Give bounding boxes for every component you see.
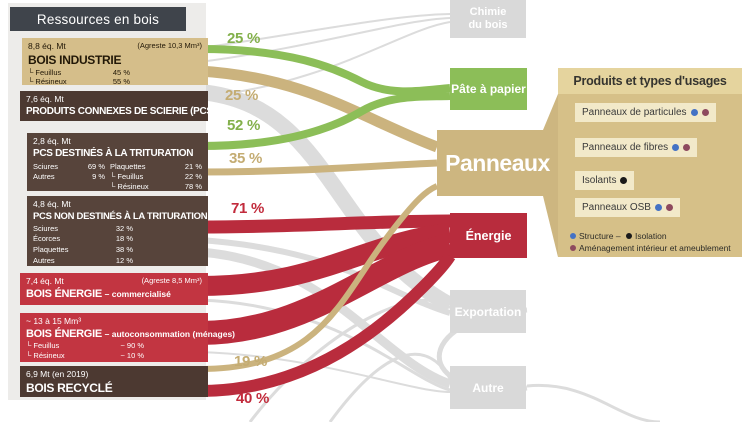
resources-panel: Ressources en bois 8,8 éq. Mt (Agreste 1…	[8, 3, 235, 400]
box-pcs-trituration: 2,8 éq. Mt PCS DESTINÉS À LA TRITURATION…	[27, 133, 208, 191]
detail-columns: Sciures 69 % Autres 9 % Plaquettes 21 % └ F…	[33, 162, 202, 191]
amenagement-dot-icon	[683, 144, 691, 151]
detail-row: └ Feuillus 22 %	[110, 171, 202, 181]
product-panneaux-fibres: Panneaux de fibres	[575, 138, 698, 157]
structure-dot-icon	[672, 144, 680, 151]
box-qty: 7,4 éq. Mt	[26, 276, 64, 286]
flow-pcs-trituration-panneaux	[199, 159, 438, 176]
flow-label-19: 19 %	[234, 353, 267, 370]
flow-gray-chimie-3	[199, 21, 451, 98]
box-bois-industrie: 8,8 éq. Mt (Agreste 10,3 Mm³) BOIS INDUS…	[22, 38, 208, 87]
flow-bois-energie-autoconsommation-energie	[199, 233, 453, 345]
legend-line-1: Structure – Isolation	[570, 230, 731, 242]
flow-bois-recycle-energie	[199, 252, 456, 397]
detail-row: Écorces 18 %	[33, 234, 133, 244]
box-qty: 8,8 éq. Mt	[28, 41, 66, 51]
box-qty: ~ 13 à 15 Mm³	[26, 316, 82, 326]
legend-line-2: Aménagement intérieur et ameublement	[570, 242, 731, 254]
detail-row: └ Résineux ~ 10 %	[26, 351, 144, 361]
flow-gray-loop-2	[328, 352, 454, 422]
amenagement-dot-icon	[570, 245, 576, 252]
detail-row: └ Résineux 55 %	[28, 77, 130, 87]
node-chimie-du-bois: Chimie du bois	[450, 0, 526, 38]
detail-row: Plaquettes 38 %	[33, 245, 133, 254]
box-title: BOIS RECYCLÉ	[26, 380, 113, 395]
products-panel: Produits et types d'usages Panneaux de p…	[558, 68, 742, 257]
box-note: (Agreste 10,3 Mm³)	[137, 41, 202, 50]
isolation-dot-icon	[620, 177, 628, 184]
products-panel-title: Produits et types d'usages	[558, 68, 742, 94]
box-qty: 4,8 éq. Mt	[33, 199, 71, 209]
detail-row: └ Résineux 78 %	[110, 181, 202, 191]
usage-legend: Structure – Isolation Aménagement intéri…	[570, 230, 731, 255]
box-title: PCS NON DESTINÉS À LA TRITURATION	[33, 210, 208, 222]
connector-bottom	[543, 196, 558, 257]
panneaux-panel-connectors	[543, 94, 558, 257]
node-pate-a-papier: Pâte à papier	[450, 68, 527, 110]
box-title: PCS DESTINÉS À LA TRITURATION	[33, 147, 194, 159]
isolation-dot-icon	[625, 233, 632, 239]
resources-panel-title: Ressources en bois	[10, 7, 186, 31]
amenagement-dot-icon	[701, 109, 709, 116]
detail-row: Sciures 32 %	[33, 223, 133, 233]
flow-gray-loop-1	[248, 298, 452, 422]
structure-dot-icon	[690, 109, 698, 116]
structure-dot-icon	[570, 233, 576, 239]
flow-label-35: 35 %	[229, 150, 262, 167]
box-title: PRODUITS CONNEXES DE SCIERIE (PCS)	[26, 105, 216, 117]
flows-tan	[199, 65, 439, 176]
detail-row: └ Feuillus ~ 90 %	[26, 341, 144, 351]
flow-pcs-non-trituration-energie	[199, 214, 451, 234]
flow-bois-recycle-panneaux	[199, 183, 439, 372]
flows-red	[199, 214, 456, 397]
flow-bois-industrie-pate	[199, 45, 451, 96]
box-qty: 7,6 éq. Mt	[26, 94, 64, 104]
flow-gray-right-1	[526, 383, 661, 422]
node-exportation: Exportation	[450, 290, 526, 333]
box-qty: 2,8 éq. Mt	[33, 136, 71, 146]
box-pcs-non-trituration: 4,8 éq. Mt PCS NON DESTINÉS À LA TRITURA…	[27, 196, 208, 266]
flow-gray-chimie-1	[199, 13, 451, 49]
flow-gray-autre-3	[199, 351, 451, 393]
flow-gray-chimie-2	[199, 17, 451, 63]
flow-label-25-panneaux: 25 %	[225, 87, 258, 104]
connector-top	[543, 94, 558, 130]
detail-row: Sciures 69 %	[33, 162, 105, 172]
product-panneaux-osb: Panneaux OSB	[575, 198, 680, 217]
box-title: BOIS INDUSTRIE	[28, 52, 122, 67]
product-isolants: Isolants	[575, 171, 635, 190]
flow-gray-exportation-main	[199, 84, 454, 313]
detail-row: Plaquettes 21 %	[110, 162, 202, 172]
node-energie: Énergie	[450, 213, 527, 258]
node-panneaux: Panneaux	[437, 130, 558, 196]
box-pcs: 7,6 éq. Mt PRODUITS CONNEXES DE SCIERIE …	[20, 91, 216, 121]
flow-gray-autre-1	[199, 247, 452, 389]
detail-row: Autres 9 %	[33, 171, 105, 181]
box-title: BOIS ÉNERGIE – autoconsommation (ménages…	[26, 327, 235, 340]
flow-bois-energie-commercialise-energie	[199, 223, 452, 296]
flow-label-40: 40 %	[236, 390, 269, 407]
flow-pcs-trituration-pate	[199, 92, 451, 150]
flow-label-25-pate: 25 %	[227, 30, 260, 47]
flow-label-71: 71 %	[231, 200, 264, 217]
detail-row: Autres 12 %	[33, 255, 133, 265]
flows-green	[199, 45, 451, 150]
detail-row: └ Feuillus 45 %	[28, 67, 130, 77]
box-bois-energie-commercialise: 7,4 éq. Mt (Agreste 8,5 Mm³) BOIS ÉNERGI…	[20, 273, 208, 305]
flow-label-52: 52 %	[227, 117, 260, 134]
structure-dot-icon	[654, 204, 662, 211]
product-panneaux-particules: Panneaux de particules	[575, 103, 716, 122]
box-qty: 6,9 Mt (en 2019)	[26, 369, 89, 379]
box-bois-energie-autoconsommation: ~ 13 à 15 Mm³ BOIS ÉNERGIE – autoconsomm…	[20, 313, 235, 362]
box-bois-recycle: 6,9 Mt (en 2019) BOIS RECYCLÉ	[20, 366, 208, 397]
box-title: BOIS ÉNERGIE – commercialisé	[26, 287, 171, 300]
node-autre: Autre	[450, 366, 526, 409]
flow-bois-industrie-panneaux	[199, 65, 439, 153]
box-note: (Agreste 8,5 Mm³)	[141, 276, 202, 285]
amenagement-dot-icon	[665, 204, 673, 211]
